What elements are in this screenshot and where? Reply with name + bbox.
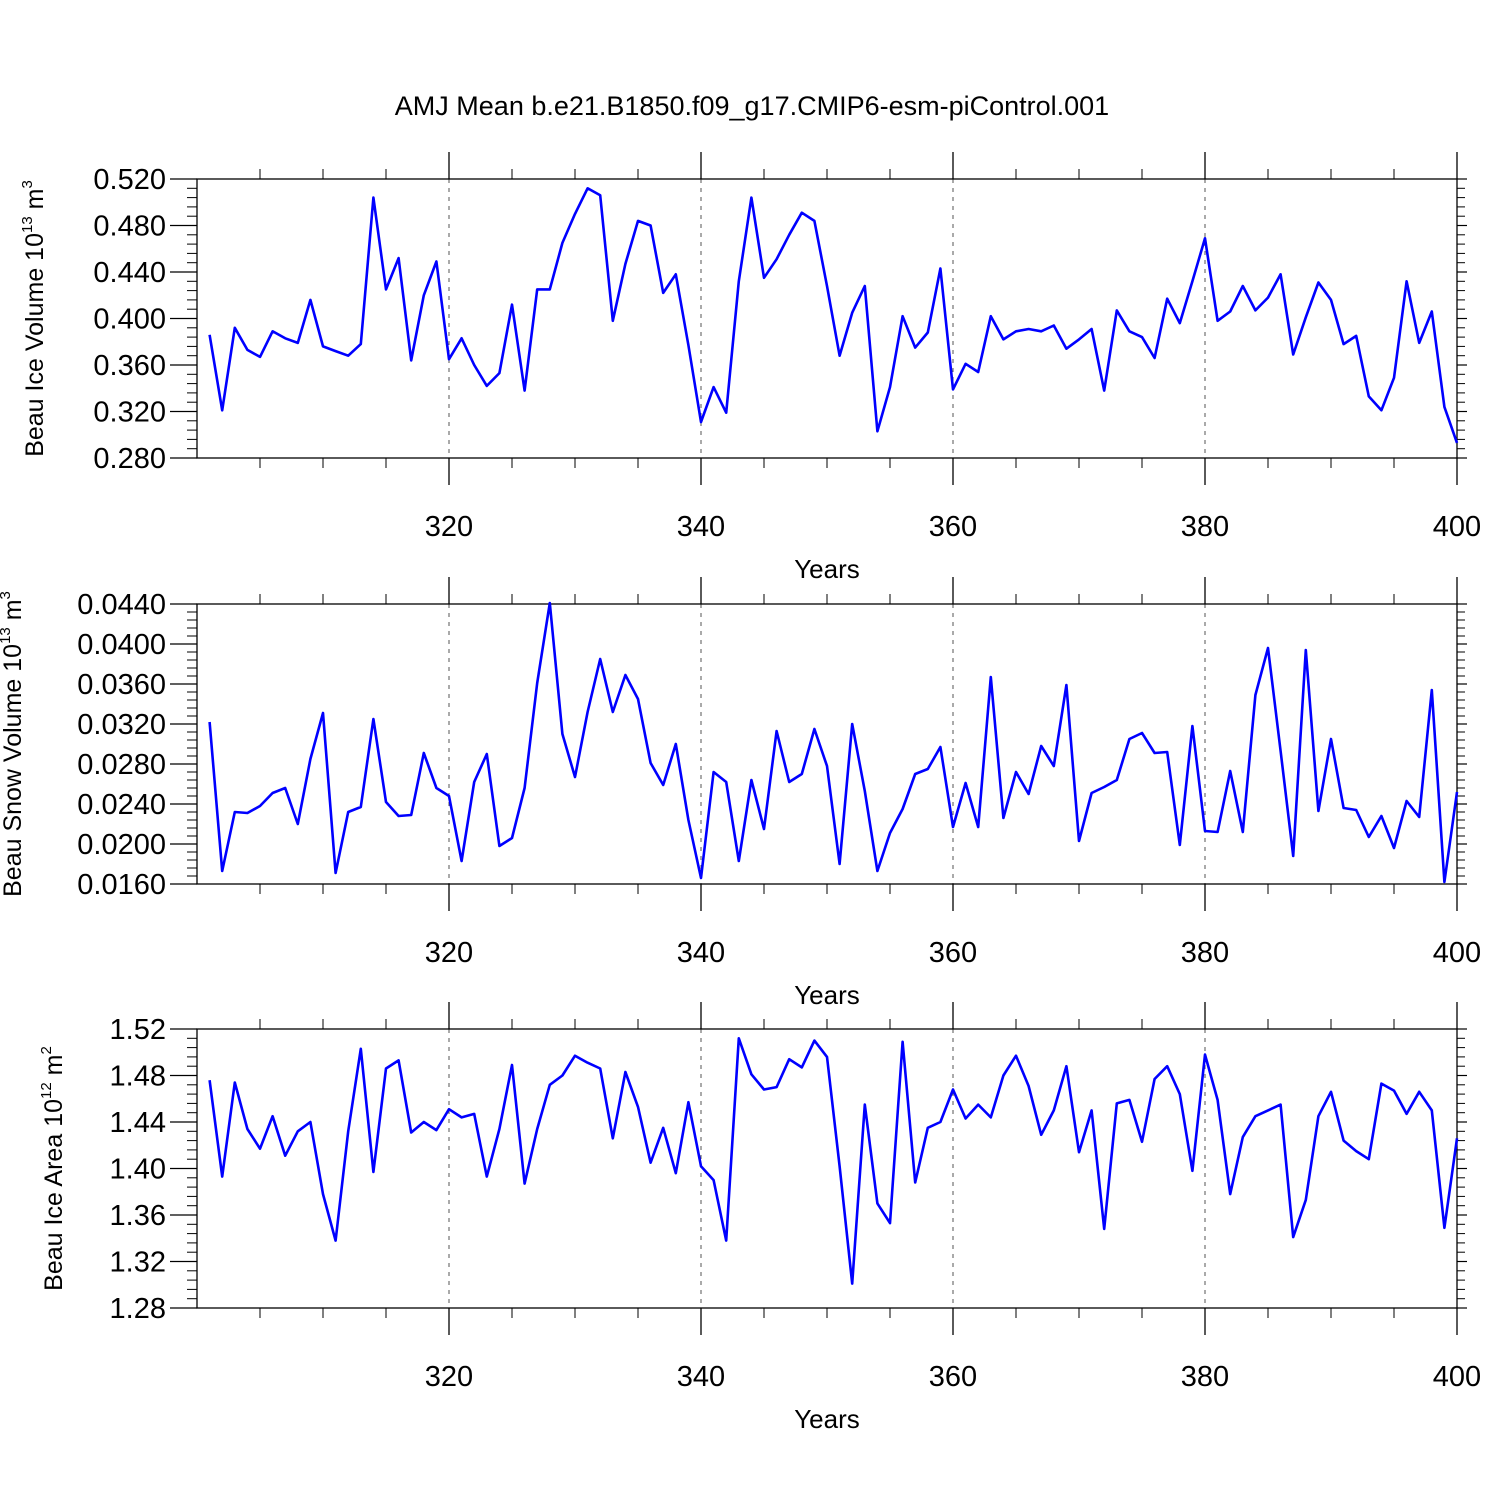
snow-volume-xtick-label-3: 380 <box>1181 937 1229 969</box>
ice-volume-series-line <box>208 187 1459 444</box>
ice-area-ylabel-text: Beau Ice Area 10 <box>40 1099 68 1291</box>
ice-area-ylabel-unit: m <box>40 1055 68 1083</box>
ice-volume-ytick-label-0: 0.280 <box>93 443 166 475</box>
ice-volume-ytick-label-1: 0.320 <box>93 397 166 429</box>
ice-volume-xtick-label-0: 320 <box>425 511 473 543</box>
ice-area-series-line <box>208 1037 1459 1285</box>
snow-volume-xtick-label-2: 360 <box>929 937 977 969</box>
snow-volume-ylabel: Beau Snow Volume 1013 m3 <box>0 591 27 897</box>
snow-volume-ytick-label-2: 0.0240 <box>77 789 166 821</box>
ice-volume-ytick-label-3: 0.400 <box>93 304 166 336</box>
ice-volume-xtick-label-2: 360 <box>929 511 977 543</box>
ice-area-xtick-label-2: 360 <box>929 1361 977 1393</box>
ice-volume-ylabel-unit: m <box>21 189 49 217</box>
snow-volume-ytick-label-0: 0.0160 <box>77 869 166 901</box>
snow-volume-xtick-label-1: 340 <box>677 937 725 969</box>
ice-volume-xlabel: Years <box>794 554 860 584</box>
snow-volume-xtick-label-0: 320 <box>425 937 473 969</box>
snow-volume-ylabel-exponent: 13 <box>0 627 14 644</box>
ice-volume-ylabel-text: Beau Ice Volume 10 <box>21 233 49 457</box>
ice-volume-frame <box>196 178 1458 459</box>
snow-volume-xtick-label-4: 400 <box>1433 937 1481 969</box>
ice-volume-ylabel: Beau Ice Volume 1013 m3 <box>19 180 49 457</box>
ice-area-xtick-label-3: 380 <box>1181 1361 1229 1393</box>
ice-volume-ytick-label-4: 0.440 <box>93 257 166 289</box>
ice-area-ytick-label-6: 1.52 <box>110 1014 166 1046</box>
ice-area-ylabel-unit-exponent: 2 <box>38 1046 55 1054</box>
snow-volume-frame <box>196 603 1458 885</box>
snow-volume-ylabel-unit-exponent: 3 <box>0 591 14 599</box>
snow-volume-ytick-label-5: 0.0360 <box>77 669 166 701</box>
ice-area-ytick-label-5: 1.48 <box>110 1061 166 1093</box>
ice-volume-ytick-label-2: 0.360 <box>93 350 166 382</box>
ice-area-xlabel: Years <box>794 1404 860 1434</box>
ice-area-xtick-label-1: 340 <box>677 1361 725 1393</box>
ice-volume-ylabel-exponent: 13 <box>19 216 36 233</box>
snow-volume-ytick-label-3: 0.0280 <box>77 749 166 781</box>
panel-snow-volume: 0.0160 0.0200 0.0240 0.0280 0.0320 0.0360 0.04… <box>0 577 1481 1010</box>
ice-volume-xtick-label-1: 340 <box>677 511 725 543</box>
snow-volume-series-line <box>208 601 1459 884</box>
snow-volume-ytick-label-6: 0.0400 <box>77 629 166 661</box>
chart-title: AMJ Mean b.e21.B1850.f09_g17.CMIP6-esm-p… <box>395 91 1109 121</box>
ice-area-ytick-label-0: 1.28 <box>110 1293 166 1325</box>
ice-area-ylabel: Beau Ice Area 1012 m2 <box>38 1046 68 1291</box>
snow-volume-xlabel: Years <box>794 980 860 1010</box>
ice-volume-ytick-label-5: 0.480 <box>93 211 166 243</box>
ice-area-ytick-label-1: 1.32 <box>110 1247 166 1279</box>
ice-area-xtick-label-4: 400 <box>1433 1361 1481 1393</box>
ice-area-ytick-label-4: 1.44 <box>110 1107 166 1139</box>
ice-area-xtick-label-0: 320 <box>425 1361 473 1393</box>
ice-area-ytick-label-3: 1.40 <box>110 1154 166 1186</box>
ice-volume-ytick-label-6: 0.520 <box>93 164 166 196</box>
ice-volume-xtick-label-4: 400 <box>1433 511 1481 543</box>
snow-volume-ytick-label-1: 0.0200 <box>77 829 166 861</box>
ice-area-ytick-label-2: 1.36 <box>110 1200 166 1232</box>
panel-ice-area: 1.28 1.32 1.36 1.40 1.44 1.48 1.52 320 340 360 380… <box>38 1002 1481 1434</box>
ice-volume-xtick-label-3: 380 <box>1181 511 1229 543</box>
snow-volume-ytick-label-4: 0.0320 <box>77 709 166 741</box>
ice-area-ylabel-exponent: 12 <box>38 1082 55 1099</box>
ice-volume-ylabel-unit-exponent: 3 <box>19 180 36 188</box>
snow-volume-ylabel-unit: m <box>0 599 27 627</box>
snow-volume-ytick-label-7: 0.0440 <box>77 589 166 621</box>
snow-volume-ylabel-text: Beau Snow Volume 10 <box>0 644 27 897</box>
